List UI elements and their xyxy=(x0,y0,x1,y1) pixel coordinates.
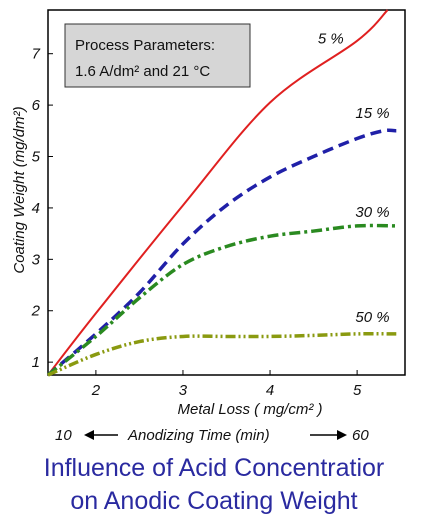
plot-frame xyxy=(47,9,406,376)
y-tick-labels: 1 2 3 4 5 6 7 xyxy=(31,46,53,371)
series-label-2: 30 % xyxy=(355,204,389,221)
right-arrow-icon xyxy=(310,430,347,440)
chart: 1 2 3 4 5 6 7 2 3 4 5 Coating Weight (mg/dm²) Met… xyxy=(11,9,406,444)
left-arrow-icon xyxy=(84,430,118,440)
caption-line-2: on Anodic Coating Weight xyxy=(70,487,358,515)
series-label-3: 50 % xyxy=(355,309,389,326)
y-axis-label: Coating Weight (mg/dm²) xyxy=(11,106,28,273)
y-tick-label: 1 xyxy=(32,354,40,371)
y-tick-label: 2 xyxy=(31,303,41,320)
x-tick-label: 3 xyxy=(179,382,188,399)
series-line-0 xyxy=(47,9,389,376)
time-axis-label: Anodizing Time (min) xyxy=(127,427,270,444)
annotation-box xyxy=(64,23,251,88)
series-line-3 xyxy=(47,332,397,377)
x-tick-label: 2 xyxy=(91,382,101,399)
series-label-1: 15 % xyxy=(355,105,389,122)
series-layer xyxy=(46,9,397,377)
y-tick-label: 7 xyxy=(32,46,41,63)
y-tick-label: 5 xyxy=(32,149,41,166)
annotation-line-2: 1.6 A/dm² and 21 °C xyxy=(75,63,210,80)
y-tick-label: 4 xyxy=(32,200,40,217)
series-label-0: 5 % xyxy=(318,30,344,47)
series-labels: 5 % 15 % 30 % 50 % xyxy=(318,30,390,326)
time-end-label: 60 xyxy=(352,427,369,444)
series-line-1 xyxy=(46,128,397,377)
caption-line-1: Influence of Acid Concentratior xyxy=(43,454,385,482)
y-tick-label: 3 xyxy=(32,251,41,268)
x-tick-label: 5 xyxy=(353,382,362,399)
x-axis-label: Metal Loss ( mg/cm² ) xyxy=(177,401,322,418)
x-tick-label: 4 xyxy=(266,382,274,399)
series-line-2 xyxy=(46,223,397,377)
annotation-line-1: Process Parameters: xyxy=(75,37,215,54)
x-tick-labels: 2 3 4 5 xyxy=(91,370,362,399)
y-tick-label: 6 xyxy=(32,97,41,114)
time-start-label: 10 xyxy=(55,427,72,444)
